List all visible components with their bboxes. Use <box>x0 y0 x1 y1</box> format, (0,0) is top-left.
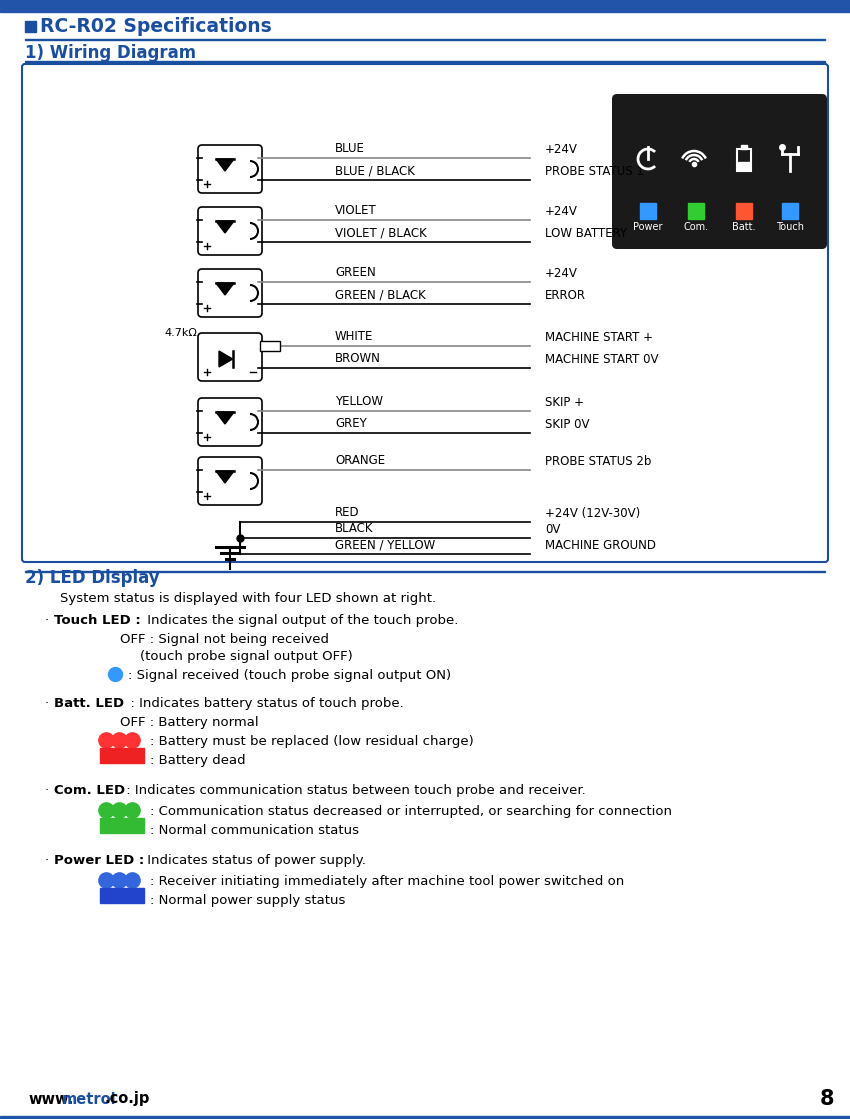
Text: BLUE: BLUE <box>335 142 365 156</box>
Text: OFF : Battery normal: OFF : Battery normal <box>120 716 258 728</box>
Text: (touch probe signal output OFF): (touch probe signal output OFF) <box>140 650 353 662</box>
Polygon shape <box>216 283 234 295</box>
Bar <box>738 162 750 170</box>
Text: Power LED :: Power LED : <box>54 854 144 867</box>
Text: BROWN: BROWN <box>335 352 381 365</box>
Text: BLUE / BLACK: BLUE / BLACK <box>335 164 415 177</box>
Text: RED: RED <box>335 506 360 519</box>
Text: GREY: GREY <box>335 417 366 430</box>
Text: : Battery must be replaced (low residual charge): : Battery must be replaced (low residual… <box>150 735 473 747</box>
Text: 8: 8 <box>820 1089 835 1109</box>
Text: Indicates the signal output of the touch probe.: Indicates the signal output of the touch… <box>143 614 458 627</box>
Bar <box>782 203 798 219</box>
Text: .co.jp: .co.jp <box>105 1091 150 1107</box>
Text: metrol: metrol <box>62 1091 116 1107</box>
Bar <box>0 1116 850 1119</box>
FancyBboxPatch shape <box>198 207 262 255</box>
Text: 1) Wiring Diagram: 1) Wiring Diagram <box>25 44 196 62</box>
Polygon shape <box>216 471 234 483</box>
Text: System status is displayed with four LED shown at right.: System status is displayed with four LED… <box>60 592 436 605</box>
Text: GREEN / YELLOW: GREEN / YELLOW <box>335 538 435 551</box>
Text: Batt. LED: Batt. LED <box>54 697 124 709</box>
Text: YELLOW: YELLOW <box>335 395 383 408</box>
Text: ERROR: ERROR <box>545 289 586 302</box>
Text: +24V (12V-30V): +24V (12V-30V) <box>545 507 640 520</box>
Bar <box>100 888 144 903</box>
Bar <box>736 203 752 219</box>
FancyBboxPatch shape <box>198 398 262 446</box>
Polygon shape <box>216 412 234 424</box>
Text: : Signal received (touch probe signal output ON): : Signal received (touch probe signal ou… <box>128 669 451 681</box>
Text: BLACK: BLACK <box>335 521 373 535</box>
Text: MACHINE START 0V: MACHINE START 0V <box>545 352 659 366</box>
Text: +24V: +24V <box>545 205 578 218</box>
Text: : Communication status decreased or interrupted, or searching for connection: : Communication status decreased or inte… <box>150 805 672 818</box>
Text: : Indicates communication status between touch probe and receiver.: : Indicates communication status between… <box>122 784 586 797</box>
Text: 0V: 0V <box>545 523 560 536</box>
Text: SKIP +: SKIP + <box>545 396 584 410</box>
Text: VIOLET / BLACK: VIOLET / BLACK <box>335 226 427 239</box>
Text: PROBE STATUS 1: PROBE STATUS 1 <box>545 164 643 178</box>
Text: 2) LED Display: 2) LED Display <box>25 568 160 587</box>
Bar <box>100 747 144 763</box>
Text: Touch LED :: Touch LED : <box>54 614 141 627</box>
Bar <box>25 38 825 40</box>
Text: Touch: Touch <box>776 222 804 232</box>
Text: ·: · <box>45 784 49 797</box>
Text: Com. LED: Com. LED <box>54 784 125 797</box>
Text: : Normal communication status: : Normal communication status <box>150 824 359 837</box>
Text: : Normal power supply status: : Normal power supply status <box>150 894 345 908</box>
Text: Com.: Com. <box>683 222 709 232</box>
FancyBboxPatch shape <box>612 94 827 250</box>
Text: GREEN: GREEN <box>335 266 376 279</box>
Text: MACHINE GROUND: MACHINE GROUND <box>545 539 656 552</box>
Text: ·: · <box>45 614 49 627</box>
Bar <box>741 145 747 149</box>
Bar <box>100 818 144 833</box>
Text: WHITE: WHITE <box>335 330 373 344</box>
Bar <box>260 341 280 351</box>
Bar <box>0 0 850 12</box>
Text: Power: Power <box>633 222 663 232</box>
Text: ORANGE: ORANGE <box>335 454 385 467</box>
Text: SKIP 0V: SKIP 0V <box>545 419 590 431</box>
Text: +24V: +24V <box>545 143 578 156</box>
Text: : Indicates battery status of touch probe.: : Indicates battery status of touch prob… <box>122 697 404 709</box>
Bar <box>688 203 704 219</box>
Text: GREEN / BLACK: GREEN / BLACK <box>335 288 426 301</box>
Text: Batt.: Batt. <box>732 222 756 232</box>
FancyBboxPatch shape <box>198 145 262 192</box>
Text: PROBE STATUS 2b: PROBE STATUS 2b <box>545 455 651 468</box>
FancyBboxPatch shape <box>22 64 828 562</box>
Polygon shape <box>216 220 234 233</box>
Text: MACHINE START +: MACHINE START + <box>545 331 653 344</box>
Text: +24V: +24V <box>545 267 578 280</box>
Bar <box>737 149 751 171</box>
Text: LOW BATTERY: LOW BATTERY <box>545 227 627 239</box>
Polygon shape <box>216 159 234 171</box>
Bar <box>640 203 656 219</box>
FancyBboxPatch shape <box>198 457 262 505</box>
Bar <box>25 571 825 572</box>
Text: Indicates status of power supply.: Indicates status of power supply. <box>143 854 366 867</box>
Text: ·: · <box>45 854 49 867</box>
Text: : Receiver initiating immediately after machine tool power switched on: : Receiver initiating immediately after … <box>150 875 624 888</box>
Polygon shape <box>219 351 233 367</box>
Text: www.: www. <box>28 1091 73 1107</box>
FancyBboxPatch shape <box>198 333 262 380</box>
Text: : Battery dead: : Battery dead <box>150 754 246 767</box>
Text: ·: · <box>45 697 49 709</box>
Text: VIOLET: VIOLET <box>335 204 377 217</box>
Text: OFF : Signal not being received: OFF : Signal not being received <box>120 633 329 646</box>
Bar <box>25 60 825 62</box>
Text: RC-R02 Specifications: RC-R02 Specifications <box>40 17 272 36</box>
Text: 4.7kΩ: 4.7kΩ <box>164 328 197 338</box>
FancyBboxPatch shape <box>198 269 262 317</box>
Bar <box>25 21 36 32</box>
